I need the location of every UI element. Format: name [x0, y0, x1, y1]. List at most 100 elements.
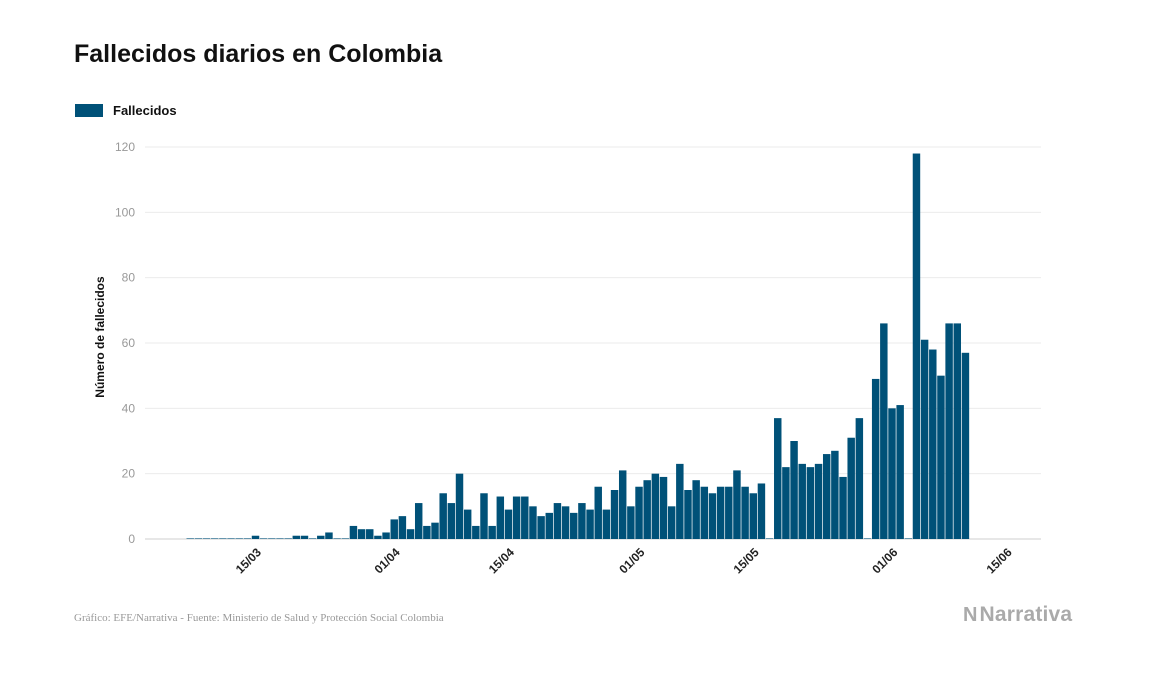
narrativa-logo: N Narrativa: [963, 603, 1072, 627]
bar-day-33: [455, 473, 464, 539]
bar-day-44: [545, 512, 553, 539]
bar-day-82: [855, 418, 864, 539]
bar-day-47: [570, 512, 578, 539]
bar-day-24: [382, 532, 390, 539]
bar-day-51: [602, 509, 611, 539]
bar-day-74: [790, 441, 798, 539]
bar-day-73: [782, 467, 790, 539]
bar-day-28: [414, 503, 423, 539]
x-tick-label-01-05: 01/05: [616, 545, 647, 576]
bar-day-49: [586, 509, 594, 539]
bar-day-52: [610, 490, 619, 539]
bar-day-17: [325, 532, 333, 539]
bar-day-11: [276, 538, 284, 539]
bar-day-1: [194, 538, 203, 539]
bar-day-25: [390, 519, 398, 539]
bar-day-12: [284, 538, 292, 539]
bar-day-76: [806, 467, 815, 539]
bar-day-81: [847, 437, 855, 539]
bar-day-66: [725, 486, 733, 539]
bar-day-85: [880, 323, 888, 539]
bar-day-27: [406, 529, 415, 539]
bar-day-13: [292, 535, 301, 539]
bar-day-37: [488, 525, 496, 539]
bar-day-60: [676, 463, 684, 539]
bar-day-50: [594, 486, 602, 539]
bar-day-67: [733, 470, 741, 539]
bar-day-65: [716, 486, 725, 539]
bar-day-79: [831, 450, 839, 539]
bar-day-41: [521, 496, 529, 539]
bar-day-57: [651, 473, 660, 539]
x-tick-label-15-04: 15/04: [486, 545, 517, 576]
source-note: Gráfico: EFE/Narrativa - Fuente: Ministe…: [74, 612, 444, 624]
y-tick-label-40: 40: [122, 401, 136, 415]
bar-day-53: [618, 470, 627, 539]
bar-day-77: [814, 463, 823, 539]
y-tick-label-0: 0: [128, 532, 135, 546]
bar-day-2: [202, 538, 211, 539]
bar-day-20: [349, 525, 358, 539]
bar-day-69: [749, 493, 757, 539]
bar-day-91: [929, 349, 937, 539]
bar-day-63: [700, 486, 709, 539]
bar-day-36: [480, 493, 488, 539]
x-axis-ticks: 15/03 01/04 15/04 01/05 15/05 01/06 15/06: [233, 545, 1015, 576]
bar-day-8: [251, 535, 260, 539]
bar-day-6: [235, 538, 243, 539]
bar-day-71: [765, 538, 774, 539]
bar-day-16: [317, 535, 325, 539]
bar-day-40: [512, 496, 521, 539]
y-tick-label-80: 80: [122, 271, 136, 285]
bar-day-9: [259, 538, 268, 539]
bar-day-90: [920, 339, 929, 539]
bar-day-29: [423, 525, 431, 539]
bar-day-55: [635, 486, 643, 539]
bar-day-64: [708, 493, 717, 539]
bar-day-68: [741, 486, 749, 539]
bar-day-4: [219, 538, 227, 539]
narrativa-logo-mark: N: [963, 603, 978, 626]
x-tick-label-01-06: 01/06: [869, 545, 900, 576]
bar-day-39: [504, 509, 513, 539]
y-tick-label-100: 100: [115, 205, 135, 219]
bar-day-54: [627, 506, 635, 539]
bar-day-19: [341, 538, 349, 539]
bar-day-72: [774, 418, 782, 539]
bar-day-0: [186, 538, 194, 539]
legend: Fallecidos: [75, 103, 177, 118]
legend-label-fallecidos: Fallecidos: [113, 103, 177, 118]
bar-day-62: [692, 480, 700, 539]
bar-day-94: [953, 323, 961, 539]
bar-day-15: [308, 538, 317, 539]
bar-day-43: [537, 516, 545, 539]
x-tick-label-15-03: 15/03: [233, 545, 264, 576]
bar-day-84: [871, 378, 880, 539]
bar-day-21: [357, 529, 366, 539]
bar-day-61: [684, 490, 692, 539]
bar-day-22: [366, 529, 374, 539]
bar-day-3: [210, 538, 219, 539]
bar-day-26: [398, 516, 407, 539]
bar-day-70: [757, 483, 766, 539]
y-tick-label-120: 120: [115, 140, 135, 154]
y-tick-label-60: 60: [122, 336, 136, 350]
bar-day-5: [227, 538, 235, 539]
bar-day-7: [243, 538, 252, 539]
chart-title: Fallecidos diarios en Colombia: [74, 40, 443, 68]
y-axis-label: Número de fallecidos: [93, 276, 107, 398]
bar-day-30: [431, 522, 439, 539]
bar-day-38: [496, 496, 505, 539]
y-tick-label-20: 20: [122, 467, 136, 481]
x-tick-label-15-06: 15/06: [984, 545, 1015, 576]
legend-swatch: [75, 104, 103, 117]
bar-day-35: [472, 525, 480, 539]
bar-day-86: [888, 408, 896, 539]
bar-day-18: [333, 538, 341, 539]
bars: [186, 153, 970, 539]
bar-day-45: [553, 503, 562, 539]
bar-day-93: [945, 323, 953, 539]
bar-day-80: [839, 476, 847, 539]
bar-day-32: [447, 503, 456, 539]
